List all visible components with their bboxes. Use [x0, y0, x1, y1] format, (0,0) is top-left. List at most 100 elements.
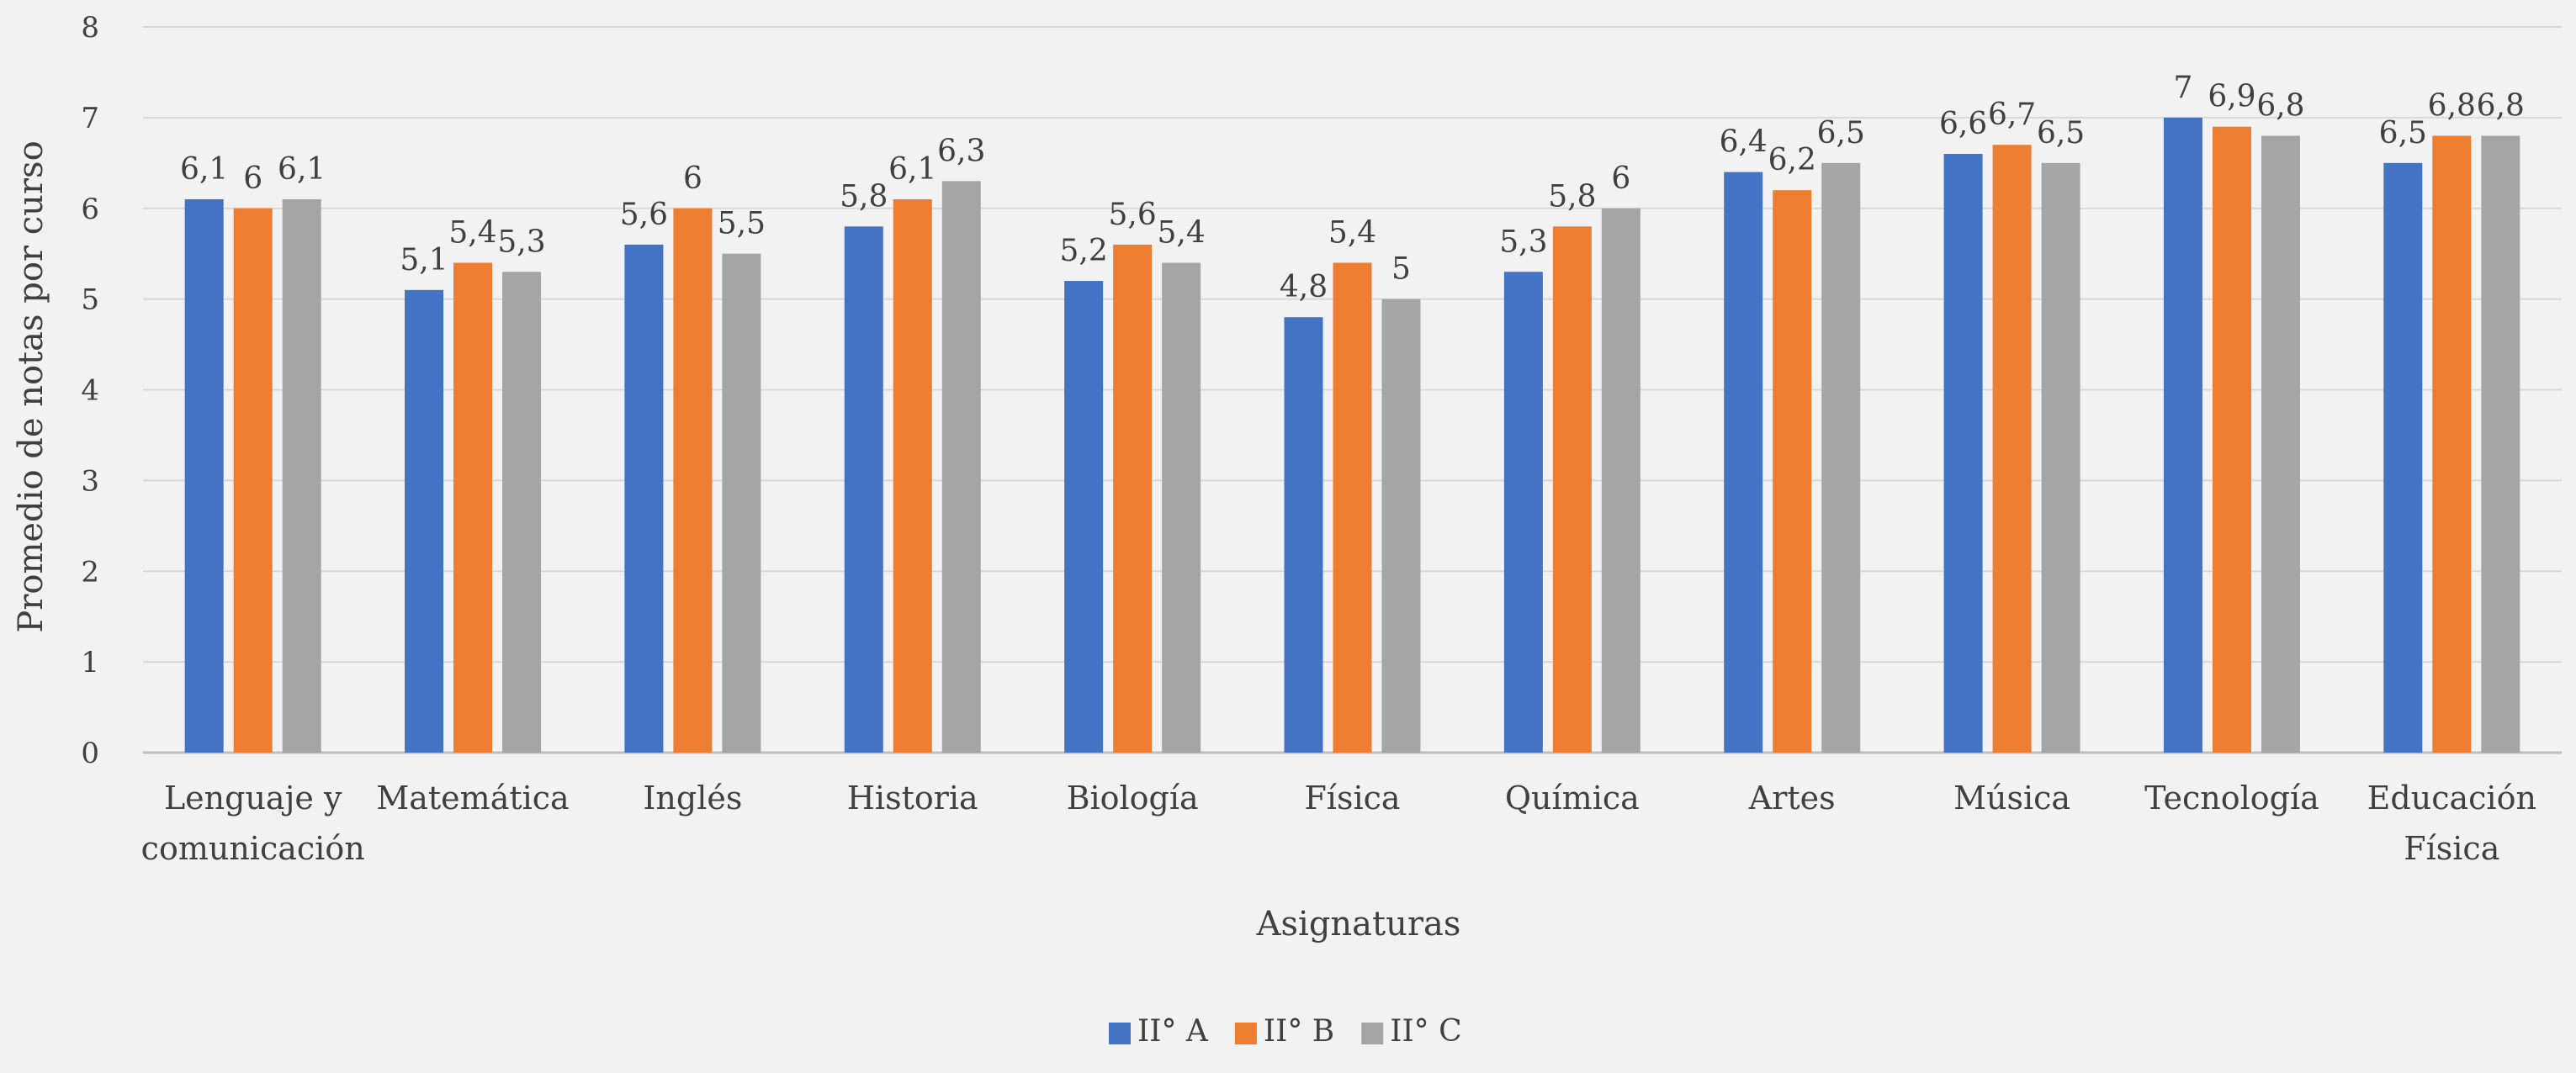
data-label: 6 [1611, 161, 1630, 196]
y-axis-title: Promedio de notas por curso [12, 140, 50, 632]
data-label: 7 [2174, 71, 2193, 105]
bar [2383, 162, 2423, 753]
y-tick-label: 1 [81, 646, 99, 679]
data-label: 5,4 [1328, 215, 1376, 250]
x-axis-categories: Lenguaje y comunicación Matemática Inglés Hi… [141, 780, 2536, 867]
x-category-label: Educación [2367, 780, 2536, 817]
data-label: 6,6 [1939, 107, 1987, 141]
data-label: 6 [683, 161, 702, 196]
x-category-label: Música [1953, 780, 2070, 817]
bar [502, 272, 542, 753]
data-label: 5,3 [497, 225, 545, 259]
data-label: 5,4 [1158, 215, 1206, 250]
y-tick-label: 4 [81, 374, 99, 408]
bar [1381, 299, 1421, 753]
x-category-label: Historia [847, 780, 978, 817]
data-label: 4,8 [1280, 270, 1328, 304]
data-label: 5,2 [1060, 234, 1108, 268]
x-category-label: Tecnología [2144, 780, 2319, 817]
bar [1992, 145, 2032, 753]
bar [893, 198, 932, 753]
data-label: 6,7 [1988, 98, 2036, 132]
legend: II° A II° B II° C [1109, 1014, 1462, 1049]
y-tick-label: 3 [81, 464, 99, 498]
x-axis-title: Asignaturas [1256, 905, 1461, 944]
bar [405, 289, 444, 753]
bar [1333, 262, 1372, 753]
bar [1943, 154, 1983, 753]
data-label: 5,5 [718, 207, 766, 241]
x-category-label: Artes [1748, 780, 1836, 817]
legend-swatch [1109, 1023, 1131, 1044]
y-axis-ticks: 0 1 2 3 4 5 6 7 8 [81, 11, 99, 770]
bar [624, 244, 664, 753]
data-label: 5,8 [1548, 179, 1596, 214]
data-label: 6,1 [888, 152, 936, 187]
bar [1503, 272, 1543, 753]
data-label: 5,3 [1499, 225, 1547, 259]
bar [184, 198, 224, 753]
legend-label: II° C [1390, 1014, 1461, 1049]
data-label: 6,4 [1720, 125, 1768, 160]
data-label: 6,3 [937, 134, 985, 168]
data-label: 5,4 [448, 215, 496, 250]
legend-swatch [1361, 1023, 1384, 1044]
bar [2041, 162, 2080, 753]
x-category-label: Inglés [643, 780, 742, 817]
data-label: 6,8 [2428, 88, 2476, 123]
data-label: 6,5 [2379, 116, 2427, 151]
bar [844, 226, 883, 753]
bar [2432, 135, 2472, 753]
bars [184, 117, 2520, 753]
y-tick-label: 2 [81, 555, 99, 589]
bar [233, 208, 273, 753]
y-tick-label: 7 [81, 102, 99, 135]
bar [1552, 226, 1592, 753]
x-category-label: Física [1304, 780, 1400, 817]
bar [1601, 208, 1640, 753]
legend-label: II° B [1264, 1014, 1334, 1049]
x-category-label: Física [2404, 830, 2499, 867]
data-labels: 6,1 6 6,15,15,4 5,35,665,55,86,16,35,25,65,… [180, 71, 2525, 304]
bar [1821, 162, 1861, 753]
legend-swatch [1234, 1023, 1257, 1044]
bar [1162, 262, 1201, 753]
data-label: 6,9 [2208, 80, 2255, 114]
bar [1724, 172, 1763, 753]
bar [941, 181, 981, 753]
data-label: 6,8 [2477, 88, 2525, 123]
x-category-label: Matemática [376, 780, 569, 817]
data-label: 6,5 [1817, 116, 1865, 151]
data-label: 6,5 [2037, 116, 2085, 151]
data-label: 6 [243, 161, 262, 196]
bar [673, 208, 713, 753]
x-category-label: Biología [1067, 780, 1199, 817]
x-category-label: comunicación [141, 830, 365, 867]
data-label: 6,1 [180, 152, 228, 187]
data-label: 5 [1391, 252, 1411, 287]
y-tick-label: 8 [81, 11, 99, 45]
data-label: 5,8 [840, 179, 888, 214]
bar [1113, 244, 1153, 753]
data-label: 5,6 [620, 198, 668, 232]
x-category-label: Lenguaje y [164, 780, 342, 817]
y-tick-label: 5 [81, 283, 99, 317]
data-label: 6,2 [1768, 143, 1816, 177]
data-label: 5,6 [1109, 198, 1157, 232]
bar [2212, 126, 2251, 753]
bar [2261, 135, 2300, 753]
bar [1773, 190, 1812, 753]
legend-label: II° A [1137, 1014, 1209, 1049]
y-tick-label: 0 [81, 737, 99, 770]
bar [282, 198, 321, 753]
bar [1064, 281, 1104, 753]
bar [2163, 117, 2202, 753]
data-label: 6,8 [2256, 88, 2304, 123]
bar [1284, 317, 1323, 753]
data-label: 5,1 [400, 243, 448, 278]
bar [453, 262, 493, 753]
data-label: 6,1 [278, 152, 326, 187]
bar [2481, 135, 2520, 753]
bar [722, 253, 761, 753]
